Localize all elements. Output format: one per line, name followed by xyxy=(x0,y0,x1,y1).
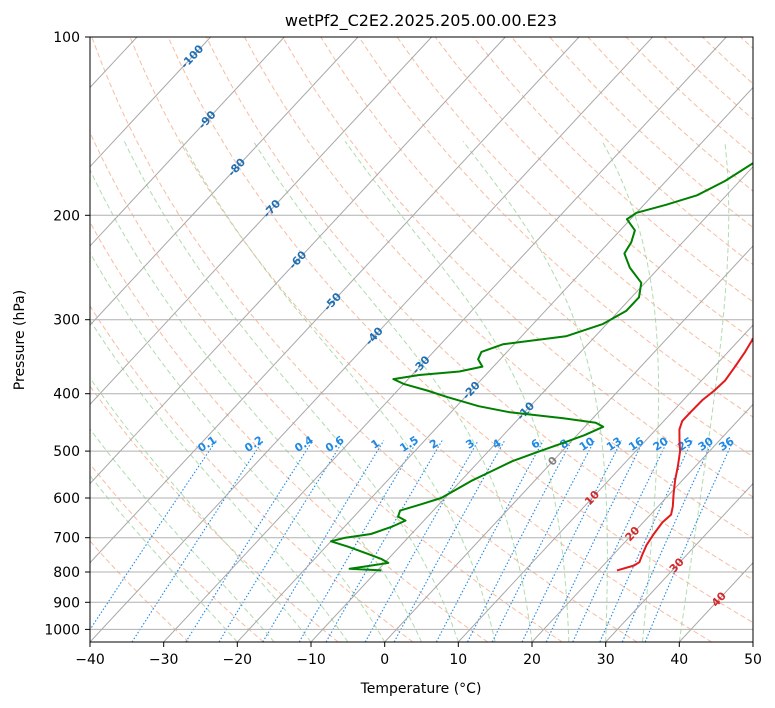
isotherm-line xyxy=(531,403,753,642)
isotherm-line xyxy=(605,482,753,642)
isotherm-line xyxy=(163,37,727,642)
dry-adiabat-line xyxy=(167,37,753,624)
dry-adiabat-line xyxy=(91,37,638,642)
axes: −40 −30 −20 −10 0 10 20 30 40 50 100 200 300 400 500 60… xyxy=(44,30,762,668)
x-tick-label: 20 xyxy=(523,652,541,668)
y-tick-label: 300 xyxy=(53,313,80,329)
mixing-ratio-line xyxy=(467,440,573,642)
mixing-ratio-line xyxy=(131,440,264,642)
isotherm-line xyxy=(90,37,359,326)
mixing-ratio-line xyxy=(521,440,622,642)
x-axis-label: Temperature (°C) xyxy=(360,681,482,697)
dry-adiabat-line xyxy=(90,131,563,642)
dry-adiabat-line xyxy=(473,37,753,303)
dry-adiabat-line xyxy=(90,221,488,642)
mixing-ratio-line xyxy=(298,440,418,642)
mixing-ratio-line xyxy=(325,440,443,642)
isotherm-line xyxy=(90,37,432,406)
mixing-ratio-line xyxy=(545,440,644,642)
mixing-ratio-line xyxy=(90,440,217,631)
dewpoint-profile xyxy=(330,161,753,572)
isotherm-line xyxy=(90,37,285,247)
mixing-ratio-line xyxy=(262,440,385,642)
temperature-profile xyxy=(616,336,753,572)
isotherm-line xyxy=(457,324,753,642)
dry-adiabat-line xyxy=(90,463,264,642)
mixing-ratio-lines xyxy=(90,440,734,642)
isotherm-line xyxy=(90,37,653,642)
isotherm-line xyxy=(90,37,211,168)
isotherms xyxy=(90,37,753,642)
x-tick-label: −10 xyxy=(296,652,326,668)
y-tick-label: 500 xyxy=(53,444,80,460)
dry-adiabat-line xyxy=(282,37,753,498)
dry-adiabat-line xyxy=(358,37,753,418)
dry-adiabat-line xyxy=(129,37,712,642)
y-tick-label: 900 xyxy=(53,595,80,611)
y-tick-label: 800 xyxy=(53,565,80,581)
x-tick-label: 30 xyxy=(597,652,615,668)
isotherm-line xyxy=(310,165,753,642)
x-tick-label: 40 xyxy=(670,652,688,668)
y-tick-label: 600 xyxy=(53,491,80,507)
x-tick-label: −30 xyxy=(149,652,179,668)
dry-adiabat-line xyxy=(320,37,753,458)
plot-frame xyxy=(89,36,754,643)
mixing-ratio-line xyxy=(185,440,314,642)
isotherm-line xyxy=(384,245,753,642)
mixing-ratio-line xyxy=(435,440,544,642)
mixing-ratio-line xyxy=(644,440,734,642)
chart-title: wetPf2_C2E2.2025.205.00.00.E23 xyxy=(285,11,557,31)
isotherm-line xyxy=(90,37,506,485)
dry-adiabat-line xyxy=(90,540,190,642)
isotherm-line xyxy=(90,37,580,564)
x-tick-label: 0 xyxy=(380,652,389,668)
y-tick-label: 1000 xyxy=(44,622,80,638)
y-axis-label: Pressure (hPa) xyxy=(12,290,28,390)
x-tick-label: 50 xyxy=(744,652,762,668)
y-tick-label: 400 xyxy=(53,387,80,403)
mixing-ratio-line xyxy=(218,440,344,642)
dry-adiabat-line xyxy=(90,385,339,642)
y-tick-label: 100 xyxy=(53,30,80,46)
dry-adiabat-line xyxy=(434,37,753,341)
x-tick-label: −20 xyxy=(223,652,253,668)
mixing-ratio-line xyxy=(621,440,714,642)
x-tick-label: −40 xyxy=(75,652,105,668)
y-tick-label: 200 xyxy=(53,208,80,224)
x-tick-label: 10 xyxy=(449,652,467,668)
mixing-ratio-line xyxy=(393,440,506,642)
sounding-series xyxy=(330,161,753,572)
y-tick-label: 700 xyxy=(53,531,80,547)
